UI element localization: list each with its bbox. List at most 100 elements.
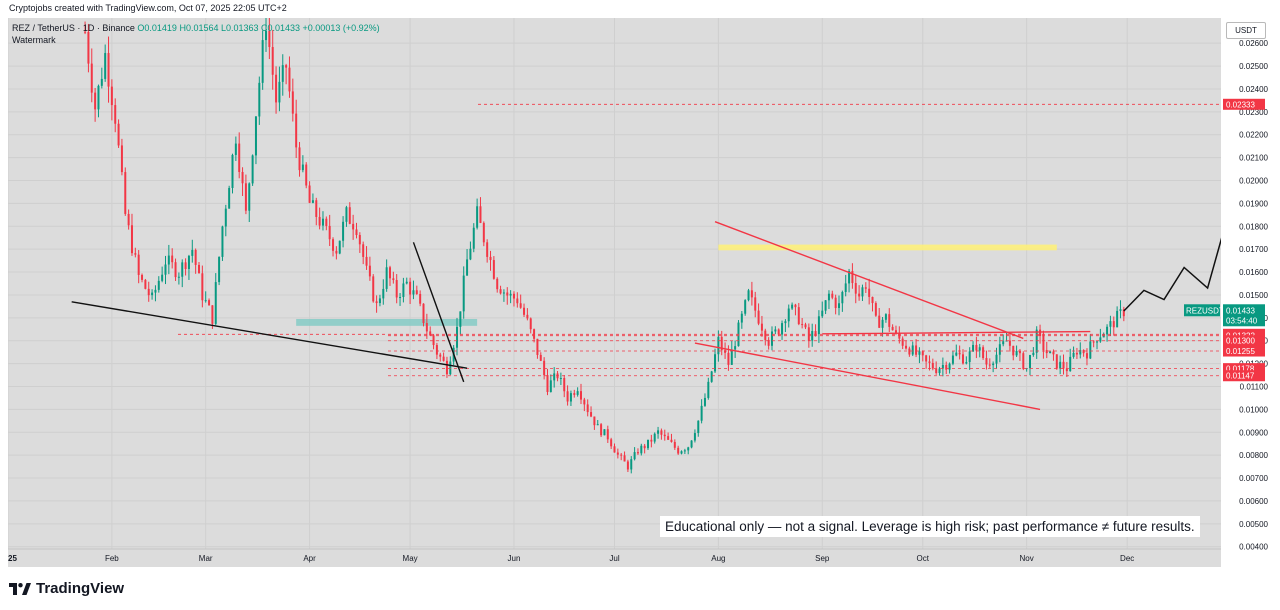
symbol-line[interactable]: REZ / TetherUS · 1D · Binance O0.01419 H… bbox=[12, 22, 380, 34]
candle-body bbox=[925, 355, 928, 362]
candle bbox=[110, 79, 113, 121]
candle-body bbox=[301, 164, 304, 171]
candle bbox=[191, 239, 194, 263]
candle bbox=[375, 295, 378, 313]
candle bbox=[1065, 361, 1068, 378]
candle-body bbox=[462, 275, 465, 312]
candle bbox=[248, 182, 251, 223]
candle-body bbox=[848, 270, 851, 284]
y-tick-label: 0.02500 bbox=[1239, 62, 1268, 71]
candle-body bbox=[724, 350, 727, 353]
candle-body bbox=[750, 290, 753, 298]
candle-body bbox=[861, 287, 864, 297]
candle-body bbox=[97, 85, 100, 110]
candle bbox=[519, 294, 522, 309]
candle-body bbox=[489, 256, 492, 261]
candle-body bbox=[821, 310, 824, 317]
candle-body bbox=[268, 30, 271, 48]
candle-body bbox=[539, 354, 542, 361]
candle bbox=[365, 246, 368, 270]
tradingview-logo-icon bbox=[9, 582, 31, 595]
candle-body bbox=[1072, 352, 1075, 357]
candle bbox=[737, 320, 740, 347]
candle bbox=[945, 361, 948, 375]
candle-body bbox=[432, 335, 435, 346]
candle-body bbox=[1018, 351, 1021, 354]
y-tick-label: 0.02000 bbox=[1239, 177, 1268, 186]
candle-body bbox=[616, 452, 619, 455]
candle-body bbox=[720, 336, 723, 351]
candle bbox=[992, 361, 995, 373]
candle bbox=[305, 162, 308, 189]
candle bbox=[1015, 345, 1018, 357]
candle bbox=[714, 348, 717, 373]
candle-body bbox=[730, 349, 733, 365]
symbol-legend: REZ / TetherUS · 1D · Binance O0.01419 H… bbox=[12, 22, 380, 46]
price-chart[interactable]: 0.02600 0.02500 0.02400 0.02300 0.02200 0.021… bbox=[8, 18, 1272, 567]
candle bbox=[680, 450, 683, 455]
candle bbox=[499, 285, 502, 295]
candle bbox=[667, 432, 670, 441]
candle-body bbox=[1122, 309, 1125, 317]
candle bbox=[439, 352, 442, 362]
candle bbox=[345, 205, 348, 227]
candle bbox=[218, 256, 221, 286]
candle-body bbox=[399, 297, 402, 299]
candle bbox=[683, 448, 686, 454]
ohlc-values: O0.01419 H0.01564 L0.01363 C0.01433 +0.0… bbox=[137, 23, 380, 33]
candle-body bbox=[633, 452, 636, 460]
candle bbox=[623, 451, 626, 462]
candle-body bbox=[385, 267, 388, 289]
price-tag-label: 0.01147 bbox=[1226, 372, 1255, 381]
candle-body bbox=[479, 206, 482, 223]
chart-frame[interactable]: 0.02600 0.02500 0.02400 0.02300 0.02200 0.021… bbox=[8, 18, 1272, 567]
candle-body bbox=[894, 330, 897, 333]
candle-body bbox=[275, 74, 278, 103]
candle bbox=[1002, 334, 1005, 347]
candle-body bbox=[251, 155, 254, 184]
candle bbox=[911, 341, 914, 357]
candle bbox=[536, 338, 539, 359]
brand[interactable]: TradingView bbox=[9, 580, 124, 597]
candle bbox=[824, 300, 827, 315]
candle-body bbox=[492, 260, 495, 279]
candle bbox=[774, 326, 777, 335]
candle bbox=[831, 290, 834, 300]
candle-body bbox=[777, 329, 780, 335]
candle bbox=[925, 354, 928, 369]
candle bbox=[265, 18, 268, 52]
black-support-trendline bbox=[71, 301, 468, 369]
candle bbox=[935, 361, 938, 375]
candle-body bbox=[84, 31, 87, 33]
candle bbox=[1032, 347, 1035, 357]
price-tag-bg bbox=[1223, 363, 1265, 375]
x-tick-label: Apr bbox=[303, 554, 316, 563]
candle-body bbox=[184, 262, 187, 269]
candle bbox=[539, 352, 542, 362]
candle-body bbox=[435, 345, 438, 355]
candle-body bbox=[620, 454, 623, 456]
candle bbox=[1039, 324, 1042, 344]
candle-body bbox=[891, 326, 894, 331]
y-tick-label: 0.02300 bbox=[1239, 108, 1268, 117]
currency-button[interactable]: USDT bbox=[1226, 22, 1266, 39]
candle-body bbox=[573, 393, 576, 395]
wedge-lower-line bbox=[694, 342, 1041, 411]
candle-body bbox=[87, 31, 90, 64]
candle bbox=[871, 296, 874, 312]
candle bbox=[596, 419, 599, 426]
candle bbox=[489, 250, 492, 271]
candle-body bbox=[167, 255, 170, 265]
y-tick-label: 0.02200 bbox=[1239, 131, 1268, 140]
candle bbox=[1008, 332, 1011, 352]
candle-body bbox=[174, 262, 177, 278]
candle bbox=[392, 271, 395, 284]
candle bbox=[241, 167, 244, 196]
candle bbox=[1122, 306, 1125, 322]
candle-body bbox=[710, 371, 713, 382]
candle bbox=[459, 311, 462, 335]
x-tick-label: Sep bbox=[815, 554, 830, 563]
candle bbox=[975, 336, 978, 359]
price-tag: 0.01300 bbox=[1223, 335, 1265, 347]
watermark-label: Watermark bbox=[12, 35, 56, 45]
